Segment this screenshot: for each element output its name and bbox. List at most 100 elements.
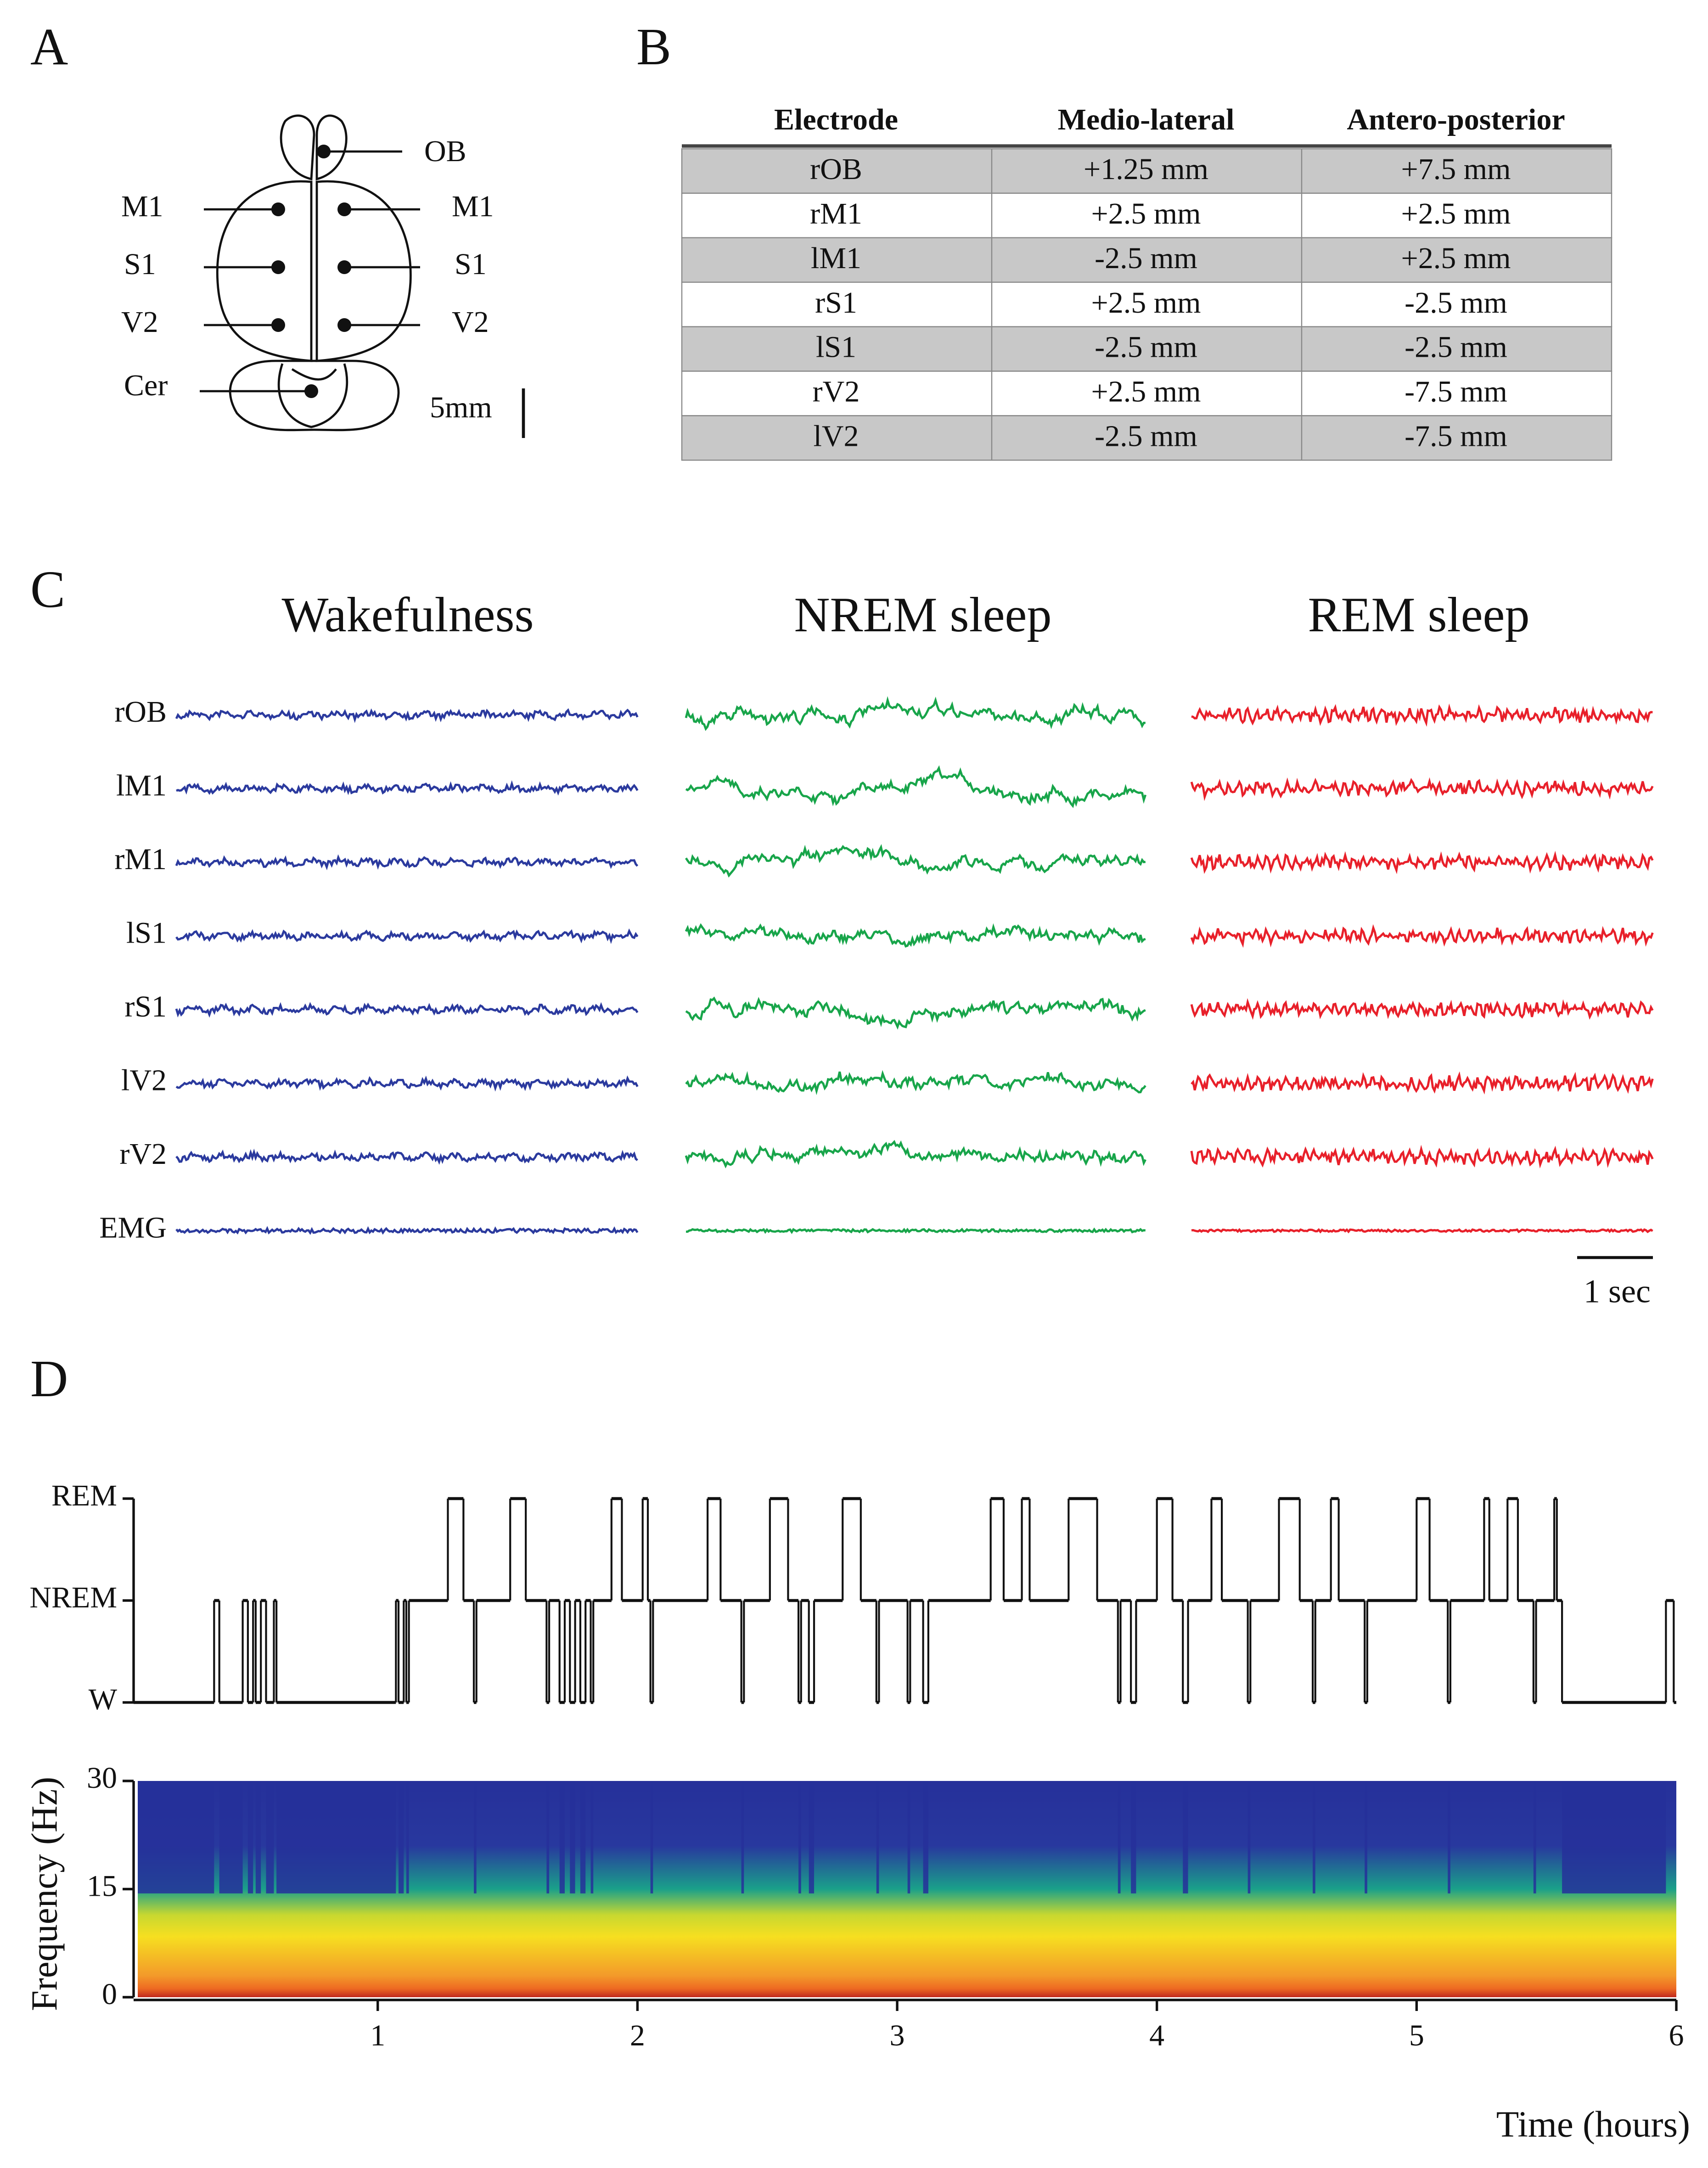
- table-row: [681, 371, 1612, 416]
- wake-band: [809, 1781, 815, 1893]
- wake-band: [255, 1781, 261, 1893]
- wake-band: [559, 1781, 565, 1893]
- channel-label: EMG: [99, 1211, 167, 1245]
- trace: [175, 1148, 638, 1165]
- table-row: [681, 148, 1612, 194]
- table-cell: +2.5 mm: [1091, 286, 1201, 320]
- trace: [685, 923, 1146, 948]
- table-cell: lV2: [814, 420, 859, 453]
- trace: [685, 765, 1147, 809]
- electrode-lines: [200, 150, 525, 438]
- channel-label: rOB: [114, 695, 167, 729]
- channel-label: lM1: [116, 769, 167, 803]
- trace: [175, 1075, 639, 1092]
- trace: [685, 1070, 1146, 1095]
- trace: [1190, 777, 1654, 801]
- trace: [1190, 924, 1654, 948]
- x-tick-label: 6: [1669, 2019, 1684, 2052]
- wake-band: [406, 1781, 409, 1893]
- wake-band: [247, 1781, 253, 1893]
- table-row: [681, 192, 1612, 239]
- panel-label: C: [30, 560, 65, 618]
- wake-band: [798, 1781, 801, 1893]
- trace: [175, 1226, 639, 1235]
- table-cell: -7.5 mm: [1405, 375, 1507, 409]
- electrode-table: Electrode Medio-lateral Antero-posterior rO…: [681, 103, 1612, 461]
- panel-label: A: [30, 17, 68, 76]
- wake-band: [276, 1781, 396, 1893]
- brain-label: M1: [452, 190, 494, 223]
- scale-bar-label: 5mm: [430, 391, 492, 424]
- brain-label: Cer: [124, 369, 168, 402]
- x-tick-label: 4: [1149, 2019, 1164, 2052]
- trace: [1190, 1145, 1654, 1169]
- table-cell: -2.5 mm: [1095, 420, 1197, 453]
- wake-band: [590, 1781, 594, 1893]
- eeg-traces: Wakefulness NREM sleep REM sleep rOB lM1 rM1 l…: [99, 588, 1654, 1310]
- wake-band: [876, 1781, 879, 1893]
- scale-bar-label: 1 sec: [1584, 1273, 1651, 1310]
- table-cell: +2.5 mm: [1401, 197, 1511, 230]
- brain-label: OB: [424, 135, 466, 168]
- brain-label: M1: [121, 190, 163, 223]
- table-row: [681, 326, 1612, 372]
- table-row: [681, 281, 1612, 327]
- trace: [686, 1227, 1146, 1234]
- wake-band: [219, 1781, 243, 1893]
- trace: [175, 1002, 639, 1018]
- wake-band: [907, 1781, 910, 1893]
- y-tick-label: 30: [87, 1761, 117, 1795]
- table-cell: +2.5 mm: [1091, 197, 1201, 230]
- wake-band: [1365, 1781, 1367, 1893]
- trace: [175, 854, 639, 871]
- wake-band: [923, 1781, 928, 1893]
- x-tick-label: 1: [370, 2019, 385, 2052]
- trace: [685, 844, 1146, 878]
- y-tick-label: 15: [87, 1870, 117, 1903]
- brain-label: V2: [121, 305, 158, 339]
- channel-label: rM1: [114, 842, 167, 876]
- table-cell: lM1: [811, 242, 861, 275]
- trace: [1190, 998, 1654, 1020]
- table-cell: -2.5 mm: [1405, 331, 1507, 364]
- wake-band: [580, 1781, 586, 1893]
- table-cell: rOB: [810, 152, 862, 186]
- table-cell: +2.5 mm: [1401, 242, 1511, 275]
- wake-band: [1562, 1781, 1666, 1893]
- wake-band: [546, 1781, 550, 1893]
- trace: [175, 928, 639, 944]
- table-cell: rM1: [810, 197, 862, 230]
- wake-band: [1313, 1781, 1315, 1893]
- y-tick-label: W: [89, 1683, 118, 1716]
- trace: [1191, 1071, 1654, 1095]
- trace: [1191, 703, 1653, 727]
- wake-band: [1533, 1781, 1536, 1893]
- trace: [685, 1140, 1146, 1168]
- wake-band: [474, 1781, 477, 1893]
- wake-band: [1247, 1781, 1251, 1893]
- wake-band: [266, 1781, 274, 1893]
- trace: [685, 996, 1146, 1030]
- wake-band: [570, 1781, 575, 1893]
- wake-band: [398, 1781, 404, 1893]
- state-title: REM sleep: [1308, 588, 1530, 642]
- wake-band: [741, 1781, 744, 1893]
- brain-label: S1: [455, 247, 487, 281]
- state-title: NREM sleep: [794, 588, 1052, 642]
- panel-label: B: [636, 17, 671, 76]
- wake-band: [1131, 1781, 1136, 1893]
- trace: [685, 696, 1146, 731]
- brain-label: V2: [452, 305, 489, 339]
- table-cell: +1.25 mm: [1084, 152, 1208, 186]
- electrode-dots: [271, 145, 351, 398]
- table-row: [681, 237, 1612, 283]
- y-axis-label: Frequency (Hz): [24, 1777, 65, 2011]
- table-header: Electrode: [774, 103, 898, 136]
- table-cell: -2.5 mm: [1095, 242, 1197, 275]
- panel-label: D: [30, 1349, 68, 1408]
- x-tick-label: 2: [630, 2019, 645, 2052]
- table-cell: lS1: [816, 331, 856, 364]
- channel-label: lV2: [121, 1064, 167, 1097]
- channel-label: rV2: [119, 1137, 167, 1171]
- table-cell: rS1: [815, 286, 857, 320]
